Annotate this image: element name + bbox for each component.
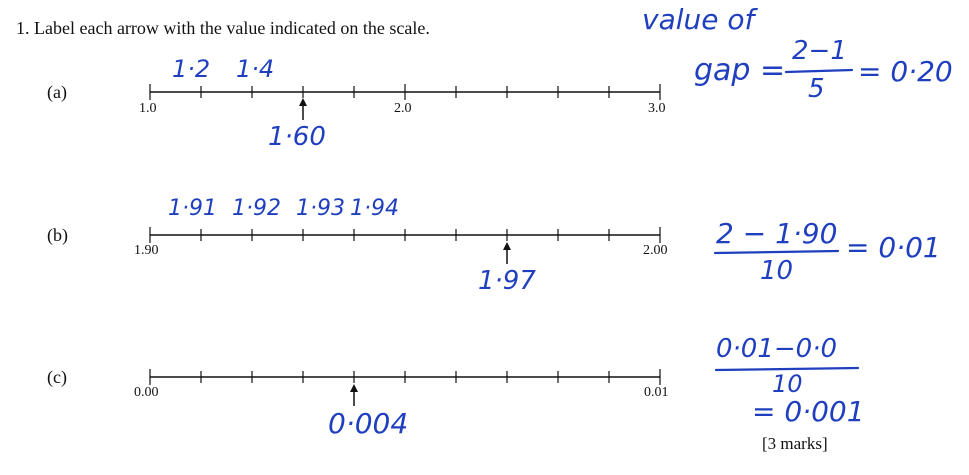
arrow-c — [350, 384, 358, 406]
handwritten-tick-a-2: 1·4 — [236, 55, 275, 83]
working-a-numerator: 2−1 — [792, 36, 847, 66]
tick-label-a-mid: 2.0 — [394, 101, 412, 116]
working-a-result: = 0·20 — [858, 55, 953, 88]
handwritten-tick-b-1: 1·91 — [168, 196, 217, 221]
part-label-a: (a) — [47, 82, 67, 102]
number-line-b — [149, 227, 661, 264]
marks-label: [3 marks] — [762, 434, 828, 453]
working-b-numerator: 2 − 1·90 — [716, 217, 838, 250]
fraction-bar-b — [713, 249, 840, 255]
tick-label-a-start: 1.0 — [139, 101, 157, 116]
tick-label-b-start: 1.90 — [134, 243, 159, 258]
working-c-result: = 0·001 — [752, 395, 865, 428]
tick-label-b-end: 2.00 — [643, 243, 668, 258]
fraction-bar-a — [784, 68, 854, 74]
fraction-bar-c — [714, 366, 860, 372]
tick-label-a-end: 3.0 — [648, 101, 666, 116]
tick-label-c-end: 0.01 — [644, 385, 669, 400]
arrow-a — [299, 98, 307, 120]
working-c-numerator: 0·01−0·0 — [716, 334, 838, 364]
answer-a: 1·60 — [268, 122, 326, 152]
working-b-result: = 0·01 — [846, 231, 941, 264]
part-label-c: (c) — [47, 367, 67, 387]
arrow-b — [503, 242, 511, 264]
tick-label-c-start: 0.00 — [134, 385, 159, 400]
working-b-denominator: 10 — [760, 256, 794, 286]
answer-b: 1·97 — [478, 266, 536, 296]
part-label-b: (b) — [47, 225, 68, 245]
handwritten-tick-b-4: 1·94 — [350, 196, 399, 221]
working-a-prefix: gap = — [694, 53, 786, 88]
working-a-denominator: 5 — [808, 74, 825, 104]
handwritten-tick-b-3: 1·93 — [296, 196, 345, 221]
handwritten-tick-b-2: 1·92 — [232, 196, 281, 221]
working-a-line1: value of — [642, 3, 755, 36]
handwritten-tick-a-1: 1·2 — [172, 55, 211, 83]
question-text: 1. Label each arrow with the value indic… — [16, 18, 430, 38]
number-line-c — [149, 369, 661, 406]
number-line-a — [149, 84, 661, 120]
working-c-denominator: 10 — [772, 370, 803, 398]
answer-c: 0·004 — [328, 407, 409, 440]
